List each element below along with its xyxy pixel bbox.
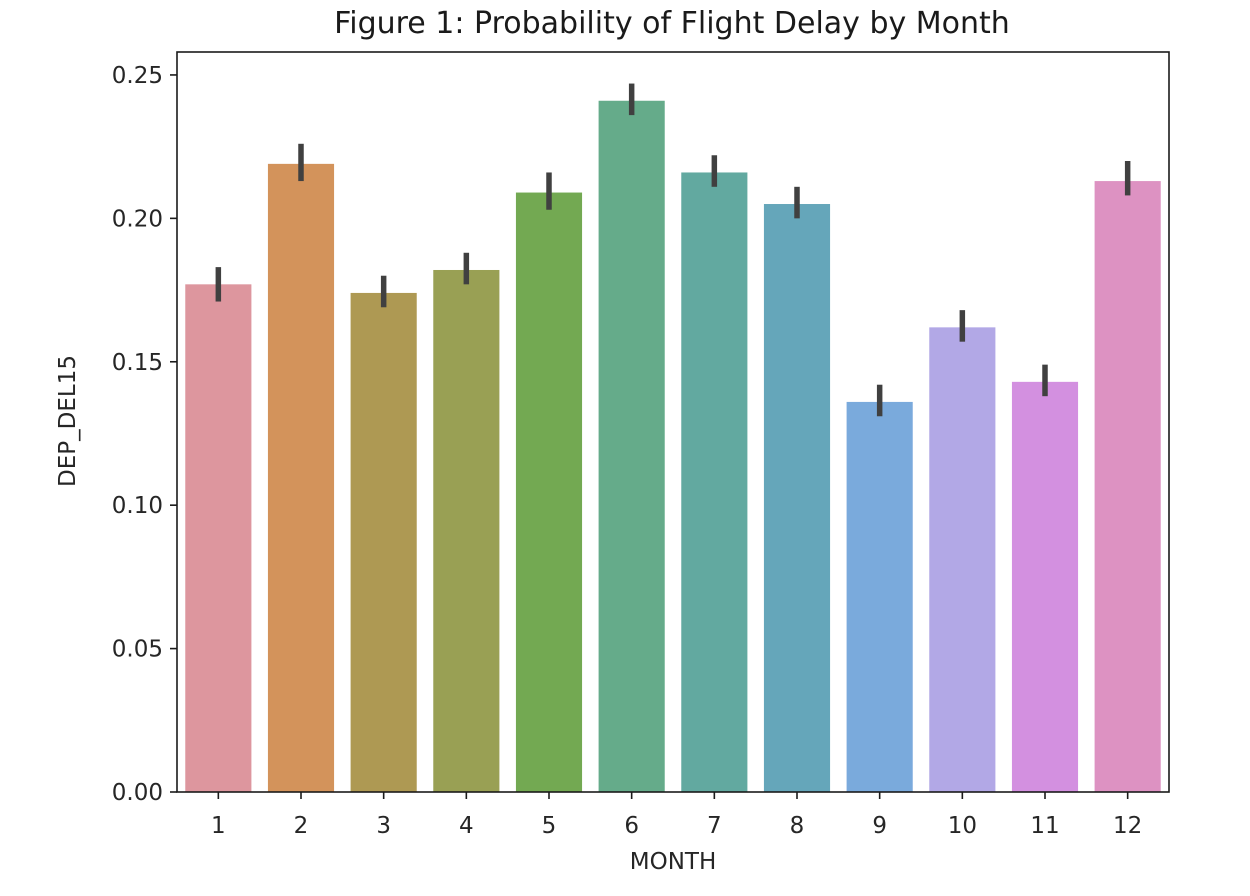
- y-axis: 0.00 0.05 0.10 0.15 0.20 0.25: [112, 63, 177, 806]
- bars-group: [185, 100, 1161, 793]
- bar-month-2: [267, 163, 335, 792]
- x-tick-label: 1: [211, 813, 226, 839]
- y-tick-label: 0.15: [112, 350, 163, 376]
- bar-month-10: [929, 327, 996, 792]
- x-axis: 1 2 3 4 5 6 7 8 9 10 11 12: [211, 792, 1142, 839]
- y-axis-label: DEP_DEL15: [55, 355, 81, 487]
- bar-month-4: [433, 269, 500, 792]
- bar-month-11: [1011, 381, 1079, 792]
- x-tick-label: 6: [624, 813, 639, 839]
- x-tick-label: 2: [294, 813, 309, 839]
- y-tick-label: 0.10: [112, 493, 163, 519]
- x-tick-label: 4: [459, 813, 474, 839]
- bar-month-8: [763, 204, 831, 792]
- bar-month-6: [598, 100, 665, 792]
- error-bars-group: [215, 83, 1131, 417]
- bar-month-12: [1094, 181, 1161, 792]
- bar-month-5: [515, 192, 583, 793]
- x-tick-label: 8: [790, 813, 805, 839]
- x-tick-label: 3: [376, 813, 391, 839]
- x-tick-label: 10: [948, 813, 977, 839]
- y-tick-label: 0.05: [112, 637, 163, 663]
- x-tick-label: 11: [1030, 813, 1059, 839]
- y-tick-label: 0.00: [112, 780, 163, 806]
- x-tick-label: 12: [1113, 813, 1142, 839]
- bar-month-1: [185, 284, 252, 792]
- bar-month-3: [350, 292, 417, 792]
- x-tick-label: 7: [707, 813, 722, 839]
- x-axis-label: MONTH: [630, 849, 717, 875]
- y-tick-label: 0.20: [112, 206, 163, 232]
- plot-frame: [176, 51, 1170, 793]
- y-tick-label: 0.25: [112, 63, 163, 89]
- bar-month-9: [846, 401, 913, 792]
- chart-title: Figure 1: Probability of Flight Delay by…: [334, 6, 1010, 41]
- x-tick-label: 9: [872, 813, 887, 839]
- x-tick-label: 5: [542, 813, 557, 839]
- bar-month-7: [681, 172, 748, 793]
